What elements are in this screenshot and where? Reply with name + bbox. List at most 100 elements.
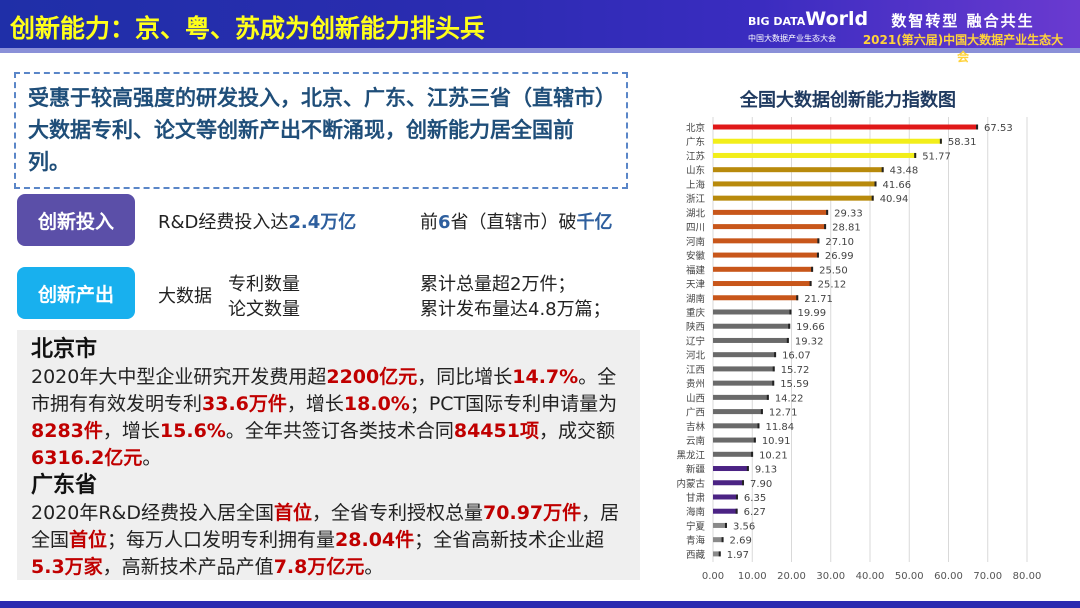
category-label: 海南 bbox=[686, 506, 705, 518]
bar bbox=[713, 494, 738, 500]
slogan-main: 数智转型 融合共生 bbox=[891, 12, 1035, 30]
x-tick-label: 40.00 bbox=[856, 571, 885, 582]
category-label: 广东 bbox=[686, 136, 705, 148]
highlight-value: 首位 bbox=[274, 502, 313, 524]
text-segment: ；全省高新技术企业超 bbox=[414, 529, 605, 551]
text-segment: 2020年大中型企业研究开发费用超 bbox=[31, 366, 327, 388]
category-label: 重庆 bbox=[686, 307, 706, 319]
text-segment: ；PCT国际专利申请量为 bbox=[409, 393, 618, 415]
data-label: 9.13 bbox=[755, 465, 777, 476]
x-tick-label: 10.00 bbox=[738, 571, 767, 582]
highlight-value: 7.8万亿元 bbox=[273, 556, 365, 578]
header-bar bbox=[0, 0, 1080, 50]
bar bbox=[713, 352, 777, 358]
footer-bar bbox=[0, 601, 1080, 608]
bar bbox=[713, 295, 799, 301]
x-tick-label: 0.00 bbox=[702, 571, 724, 582]
bar bbox=[713, 167, 884, 173]
category-label: 天津 bbox=[686, 280, 706, 291]
category-label: 北京 bbox=[686, 122, 705, 134]
text-segment: 。全年共签订各类技术合同 bbox=[225, 420, 454, 442]
data-label: 19.32 bbox=[795, 336, 824, 347]
highlight-value: 18.0% bbox=[343, 393, 410, 415]
data-label: 19.66 bbox=[796, 322, 825, 333]
summary-box: 受惠于较高强度的研发投入，北京、广东、江苏三省（直辖市）大数据专利、论文等创新产… bbox=[14, 72, 628, 189]
text-segment: 。 bbox=[364, 556, 384, 578]
bar bbox=[713, 309, 792, 315]
text-segment: 。全市拥有有效发明专利 bbox=[31, 366, 617, 415]
guangdong-text: 2020年R&D经费投入居全国首位，全省专利授权总量70.97万件，居全国首位；… bbox=[31, 500, 626, 581]
text-segment: ，成交额 bbox=[538, 420, 615, 442]
bar-end-cap bbox=[757, 423, 760, 429]
bar bbox=[713, 380, 775, 386]
logo-sub: 中国大数据产业生态大会 bbox=[748, 34, 836, 43]
data-label: 15.59 bbox=[780, 379, 809, 390]
rd-value: 2.4万亿 bbox=[288, 212, 357, 233]
bar bbox=[713, 522, 727, 528]
patent-value: 累计总量超2万件； bbox=[420, 274, 576, 295]
bar bbox=[713, 323, 791, 329]
bar-end-cap bbox=[760, 409, 763, 415]
bar bbox=[713, 437, 756, 443]
bar-end-cap bbox=[721, 537, 724, 543]
bar-end-cap bbox=[817, 238, 820, 244]
data-label: 43.48 bbox=[890, 166, 919, 177]
data-label: 26.99 bbox=[825, 251, 854, 262]
innovation-input-tag: 创新投入 bbox=[17, 194, 135, 246]
x-tick-label: 20.00 bbox=[777, 571, 806, 582]
header-strip bbox=[0, 48, 1080, 53]
data-label: 58.31 bbox=[948, 137, 977, 148]
bar-end-cap bbox=[766, 394, 769, 400]
bar bbox=[713, 138, 942, 144]
highlight-value: 33.6万件 bbox=[202, 393, 287, 415]
data-label: 28.81 bbox=[832, 223, 861, 234]
bar-end-cap bbox=[881, 167, 884, 173]
bar-end-cap bbox=[786, 337, 789, 343]
beijing-title: 北京市 bbox=[31, 337, 98, 362]
highlight-value: 5.3万家 bbox=[31, 556, 103, 578]
data-label: 16.07 bbox=[782, 351, 811, 362]
paper-label: 论文数量 bbox=[228, 299, 300, 320]
x-tick-label: 60.00 bbox=[934, 571, 963, 582]
bar bbox=[713, 152, 917, 158]
bar-end-cap bbox=[939, 138, 942, 144]
bar bbox=[713, 238, 820, 244]
text-segment: 2020年R&D经费投入居全国 bbox=[31, 502, 275, 524]
bar-end-cap bbox=[753, 437, 756, 443]
bar-end-cap bbox=[874, 181, 877, 187]
t2a: 前 bbox=[420, 212, 438, 233]
bar-end-cap bbox=[772, 366, 775, 372]
category-label: 浙江 bbox=[686, 193, 706, 205]
category-label: 新疆 bbox=[686, 464, 706, 476]
bar-end-cap bbox=[796, 295, 799, 301]
bar-end-cap bbox=[774, 352, 777, 358]
category-label: 贵州 bbox=[686, 378, 705, 390]
bar bbox=[713, 409, 763, 415]
logo-world: World bbox=[805, 8, 869, 30]
category-label: 黑龙江 bbox=[676, 449, 705, 461]
category-label: 江苏 bbox=[686, 150, 706, 162]
data-label: 6.27 bbox=[744, 507, 766, 518]
data-label: 41.66 bbox=[883, 180, 912, 191]
data-label: 15.72 bbox=[781, 365, 810, 376]
data-label: 11.84 bbox=[765, 422, 794, 433]
bar-end-cap bbox=[914, 152, 917, 158]
highlight-value: 6316.2亿元 bbox=[31, 447, 143, 469]
text-segment: ，居全国 bbox=[31, 502, 620, 551]
t2b: 省（直辖市）破 bbox=[450, 212, 577, 233]
top-provinces-text: 前6省（直辖市）破千亿 bbox=[420, 208, 613, 234]
data-label: 25.12 bbox=[818, 280, 847, 291]
bar-end-cap bbox=[811, 266, 814, 272]
category-label: 河南 bbox=[686, 236, 705, 248]
category-label: 上海 bbox=[686, 179, 706, 191]
x-tick-label: 50.00 bbox=[895, 571, 924, 582]
bar-end-cap bbox=[826, 209, 829, 215]
bar bbox=[713, 551, 721, 557]
bar bbox=[713, 423, 760, 429]
data-label: 25.50 bbox=[819, 265, 848, 276]
bar-end-cap bbox=[816, 252, 819, 258]
text-segment: ，全省专利授权总量 bbox=[312, 502, 484, 524]
bar bbox=[713, 281, 812, 287]
data-label: 10.21 bbox=[759, 450, 788, 461]
data-label: 2.69 bbox=[730, 536, 752, 547]
